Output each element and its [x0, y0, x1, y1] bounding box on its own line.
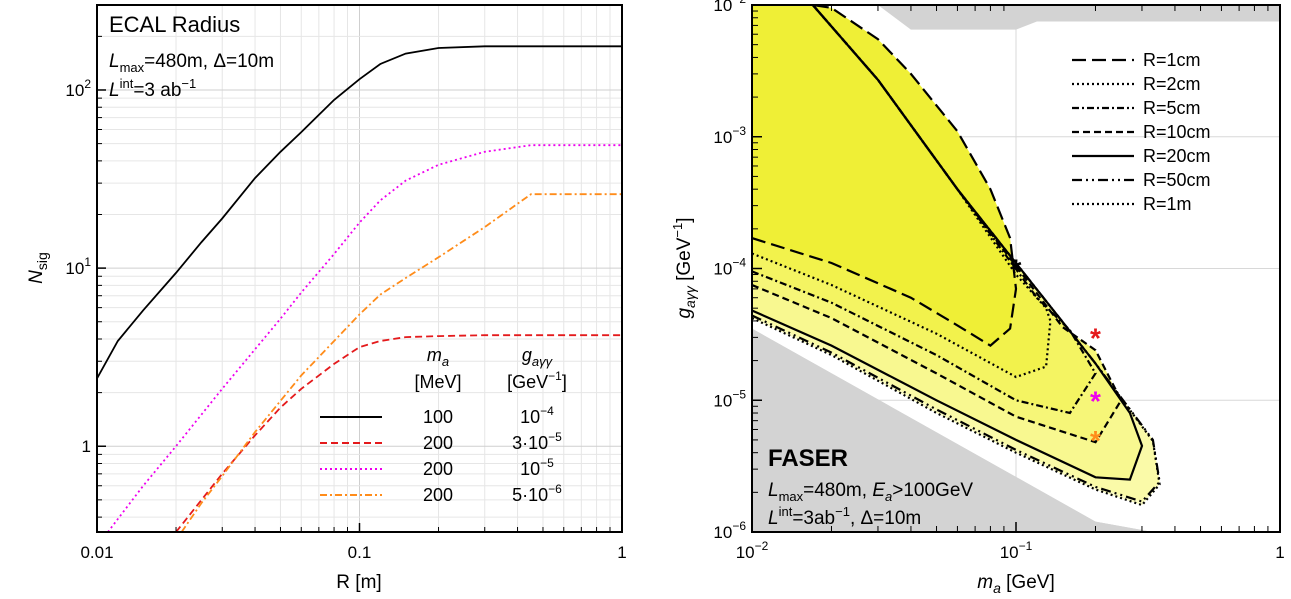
right-legend-label-1: R=1cm	[1143, 50, 1201, 70]
right-x-tick-label: 10−2	[736, 539, 769, 562]
legend-coupling-3: 10−5	[520, 456, 554, 479]
right-title: FASER	[768, 445, 848, 472]
left-y-axis-label: Nsig	[26, 252, 50, 284]
sensitivity-fill-1	[752, 5, 1016, 346]
legend-coupling-2: 3·10−5	[512, 430, 562, 453]
benchmark-star-4: *	[1090, 425, 1101, 456]
right-x-tick-label: 1	[1275, 543, 1284, 562]
left-y-tick-label: 1	[82, 437, 91, 456]
left-x-tick-label: 0.01	[80, 543, 113, 562]
excluded-region-2	[878, 5, 1280, 30]
right-series	[752, 5, 1161, 507]
left-ticks: 0.01 0.1 1 1 101 102	[65, 4, 627, 562]
right-contour-6	[752, 5, 1161, 503]
right-legend-label-6: R=50cm	[1143, 170, 1211, 190]
legend-header-mass-unit: [MeV]	[414, 372, 461, 392]
right-fills	[752, 5, 1280, 532]
benchmark-star-1: *	[1011, 254, 1022, 285]
left-x-axis-label: R [m]	[336, 572, 381, 593]
right-y-tick-label: 10−6	[713, 519, 746, 542]
legend-coupling-4: 5·10−6	[512, 482, 562, 505]
left-title: ECAL Radius	[109, 12, 240, 37]
legend-header-mass: ma	[427, 345, 449, 369]
left-series	[97, 45, 622, 532]
benchmark-star-3: *	[1090, 385, 1101, 416]
left-y-tick-label: 101	[65, 255, 91, 278]
left-annotation-length: Lmax=480m, Δ=10m	[109, 51, 274, 75]
left-x-tick-label: 1	[617, 543, 626, 562]
right-ticks: 10−2 10−1 1 10−6 10−5 10−4 10−3 10−2	[713, 0, 1284, 562]
right-benchmarks: * * * *	[1011, 254, 1101, 456]
left-y-tick-label: 102	[65, 77, 91, 100]
right-contour-3	[752, 5, 1097, 415]
legend-mass-1: 100	[423, 407, 453, 427]
benchmark-star-2: *	[1090, 322, 1101, 353]
left-annotation-lumi: Lint=3 ab−1	[109, 76, 196, 101]
left-x-tick-label: 0.1	[348, 543, 372, 562]
right-legend-label-4: R=10cm	[1143, 122, 1211, 142]
right-y-tick-label: 10−2	[713, 0, 746, 15]
legend-mass-2: 200	[423, 433, 453, 453]
right-annotation-lumi: Lint=3ab−1, Δ=10m	[768, 504, 921, 529]
right-legend-label-7: R=1m	[1143, 194, 1192, 214]
right-legend-label-2: R=2cm	[1143, 74, 1201, 94]
legend-mass-3: 200	[423, 459, 453, 479]
right-annotation-length: Lmax=480m, Ea>100GeV	[768, 480, 973, 504]
right-y-tick-label: 10−5	[713, 387, 746, 410]
right-y-tick-label: 10−3	[713, 124, 746, 147]
legend-header-coupling-unit: [GeV−1]	[507, 369, 567, 392]
right-x-tick-label: 10−1	[1000, 539, 1033, 562]
left-chart: 0.01 0.1 1 1 101 102 ECAL Radius Lmax=480m, Δ…	[26, 4, 627, 593]
right-y-axis-label: gaγγ [GeV−1]	[670, 217, 698, 318]
right-legend: R=1cm R=2cm R=5cm R=10cm R=20cm R=50cm R=1m	[1072, 50, 1211, 214]
right-legend-label-3: R=5cm	[1143, 98, 1201, 118]
legend-header-coupling: gaγγ	[522, 345, 554, 369]
right-contour-1	[752, 5, 1018, 347]
right-legend-label-5: R=20cm	[1143, 146, 1211, 166]
left-grid	[96, 4, 622, 532]
right-x-axis-label: ma [GeV]	[977, 572, 1054, 596]
right-chart: * * * * 10−2 10−1 1 10−6 10−5 10−4 10−3 10−2 R=1cm…	[670, 0, 1285, 596]
left-legend: ma [MeV] gaγγ [GeV−1] 100 10−4 200 3·10−…	[320, 345, 567, 505]
legend-coupling-1: 10−4	[520, 404, 554, 427]
left-series-line-1	[97, 45, 622, 379]
left-series-line-4	[180, 193, 622, 532]
legend-mass-4: 200	[423, 485, 453, 505]
right-contour-7	[752, 5, 1161, 507]
excluded-region-lower-overlay	[752, 328, 1153, 532]
right-y-tick-label: 10−4	[713, 256, 746, 279]
